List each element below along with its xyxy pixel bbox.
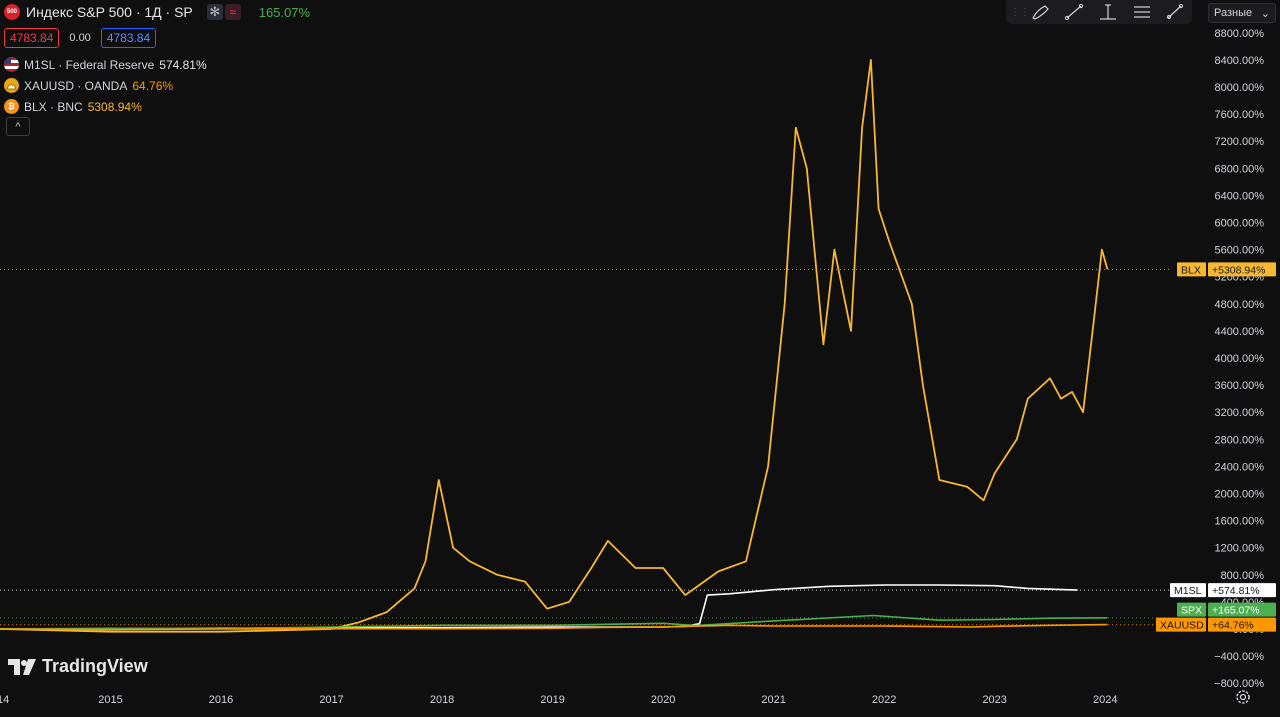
chart-grid bbox=[0, 268, 1170, 626]
price-label-box bbox=[1177, 602, 1206, 617]
legend-value: 5308.94% bbox=[87, 99, 142, 114]
y-tick-label: 8800.00% bbox=[1214, 28, 1264, 40]
price-label-box bbox=[1170, 583, 1206, 598]
y-tick-label: 4800.00% bbox=[1214, 299, 1264, 311]
x-tick-label: 2020 bbox=[651, 694, 675, 706]
legend-item-blx[interactable]: ₿ BLX · BNC 5308.94% bbox=[4, 96, 207, 117]
y-tick-label: 8000.00% bbox=[1214, 82, 1264, 94]
y-tick-label: 6000.00% bbox=[1214, 217, 1264, 229]
measure-icon[interactable] bbox=[1091, 0, 1125, 24]
x-tick-label: 2018 bbox=[430, 694, 454, 706]
brand-name: TradingView bbox=[42, 656, 148, 676]
series-line-xauusd[interactable] bbox=[0, 623, 1108, 631]
price-label-m1sl: M1SL +574.81% bbox=[1170, 583, 1276, 598]
trade-price-row: 4783.84 0.00 4783.84 bbox=[4, 28, 157, 48]
y-tick-label: 1600.00% bbox=[1214, 516, 1264, 528]
price-label-value: +64.76% bbox=[1212, 620, 1254, 632]
price-label-spx: SPX +165.07% bbox=[1177, 602, 1276, 617]
sell-price-button[interactable]: 4783.84 bbox=[4, 28, 60, 48]
y-tick-label: 6800.00% bbox=[1214, 163, 1264, 175]
tradingview-logo[interactable]: TradingView bbox=[8, 656, 148, 677]
x-tick-label: 2022 bbox=[872, 694, 896, 706]
x-tick-label: 2016 bbox=[209, 694, 233, 706]
y-tick-label: 1200.00% bbox=[1214, 543, 1264, 555]
symbol-title[interactable]: Индекс S&P 500 · 1Д · SP bbox=[26, 4, 193, 20]
gold-icon bbox=[4, 78, 19, 93]
collapse-legend-button[interactable]: ^ bbox=[6, 117, 30, 136]
legend-value: 574.81% bbox=[159, 57, 207, 72]
trend-line-icon[interactable] bbox=[1058, 0, 1092, 24]
price-label-box bbox=[1208, 602, 1276, 617]
chart-header: 500 Индекс S&P 500 · 1Д · SP ✻ ≈ 165.07% bbox=[4, 4, 310, 20]
chevron-up-icon: ^ bbox=[15, 120, 21, 133]
y-tick-label: 2400.00% bbox=[1214, 461, 1264, 473]
x-tick-label: 2015 bbox=[98, 694, 122, 706]
x-tick-label: 2024 bbox=[1093, 694, 1117, 706]
y-tick-label: 4400.00% bbox=[1214, 326, 1264, 338]
drag-handle-icon[interactable]: ⋮⋮ bbox=[1010, 6, 1030, 18]
chevron-down-icon: ⌄ bbox=[1260, 7, 1270, 20]
y-tick-label: 2800.00% bbox=[1214, 434, 1264, 446]
buy-price-button[interactable]: 4783.84 bbox=[100, 28, 157, 48]
legend-item-m1sl[interactable]: M1SL · Federal Reserve 574.81% bbox=[4, 54, 207, 75]
spread-value: 0.00 bbox=[69, 32, 91, 44]
price-label-value: +5308.94% bbox=[1212, 264, 1265, 276]
y-tick-label: 7600.00% bbox=[1214, 109, 1264, 121]
price-label-blx: BLX +5308.94% bbox=[1177, 262, 1276, 277]
us-flag-icon bbox=[4, 57, 19, 72]
x-tick-label: 2019 bbox=[540, 694, 564, 706]
series-line-blx[interactable] bbox=[0, 59, 1109, 633]
y-tick-label: 3600.00% bbox=[1214, 380, 1264, 392]
series-line-m1sl[interactable] bbox=[0, 584, 1078, 630]
price-label-box bbox=[1208, 583, 1276, 598]
list-icon[interactable] bbox=[1125, 0, 1159, 24]
y-tick-label: 8400.00% bbox=[1214, 55, 1264, 67]
legend-name: M1SL · Federal Reserve bbox=[24, 57, 155, 72]
price-label-box bbox=[1208, 617, 1276, 632]
market-status-icon[interactable]: ✻ bbox=[206, 4, 223, 20]
price-label-name: XAUUSD bbox=[1160, 620, 1204, 632]
y-tick-label: −800.00% bbox=[1214, 678, 1264, 690]
price-label-box bbox=[1177, 262, 1206, 277]
sp500-symbol-icon: 500 bbox=[4, 4, 20, 20]
price-label-name: M1SL bbox=[1174, 585, 1202, 597]
gear-icon[interactable] bbox=[1234, 688, 1252, 706]
chart-series bbox=[0, 59, 1109, 633]
legend-item-xauusd[interactable]: XAUUSD · OANDA 64.76% bbox=[4, 75, 207, 96]
scale-mode-select[interactable]: Разные ⌄ bbox=[1208, 3, 1276, 23]
scale-mode-value: Разные bbox=[1214, 7, 1253, 19]
y-tick-label: 800.00% bbox=[1221, 570, 1265, 582]
symbol-change: 165.07% bbox=[258, 4, 311, 20]
price-label-value: +165.07% bbox=[1212, 605, 1260, 617]
x-tick-label: 2021 bbox=[761, 694, 785, 706]
bitcoin-icon: ₿ bbox=[4, 99, 19, 114]
comparison-legend: M1SL · Federal Reserve 574.81% XAUUSD · … bbox=[4, 54, 207, 117]
legend-name: BLX · BNC bbox=[24, 99, 83, 114]
price-label-box bbox=[1208, 262, 1276, 277]
y-tick-label: 4000.00% bbox=[1214, 353, 1264, 365]
tradingview-logo-icon bbox=[8, 658, 36, 675]
y-tick-label: −400.00% bbox=[1214, 651, 1264, 663]
price-label-value: +574.81% bbox=[1212, 585, 1260, 597]
y-tick-label: 5600.00% bbox=[1214, 245, 1264, 257]
price-label-box bbox=[1156, 617, 1206, 632]
brush-icon[interactable] bbox=[1024, 0, 1058, 24]
x-tick-label: 2023 bbox=[982, 694, 1006, 706]
price-label-xauusd: XAUUSD +64.76% bbox=[1156, 617, 1276, 632]
delayed-data-icon[interactable]: ≈ bbox=[224, 4, 241, 20]
y-tick-label: 3200.00% bbox=[1214, 407, 1264, 419]
drawing-toolbar: ⋮⋮ bbox=[1006, 0, 1192, 24]
price-label-name: BLX bbox=[1181, 264, 1201, 276]
x-tick-label: 014 bbox=[0, 694, 9, 706]
chart-axes: 8800.00% 8400.00% 8000.00% 7600.00% 7200.00%… bbox=[0, 28, 1276, 706]
pencil-icon[interactable] bbox=[1158, 0, 1192, 24]
y-tick-label: 7200.00% bbox=[1214, 136, 1264, 148]
y-tick-label: 2000.00% bbox=[1214, 489, 1264, 501]
legend-name: XAUUSD · OANDA bbox=[24, 78, 128, 93]
price-label-name: SPX bbox=[1181, 605, 1202, 617]
x-tick-label: 2017 bbox=[319, 694, 343, 706]
y-tick-label: 6400.00% bbox=[1214, 190, 1264, 202]
legend-value: 64.76% bbox=[132, 78, 174, 93]
